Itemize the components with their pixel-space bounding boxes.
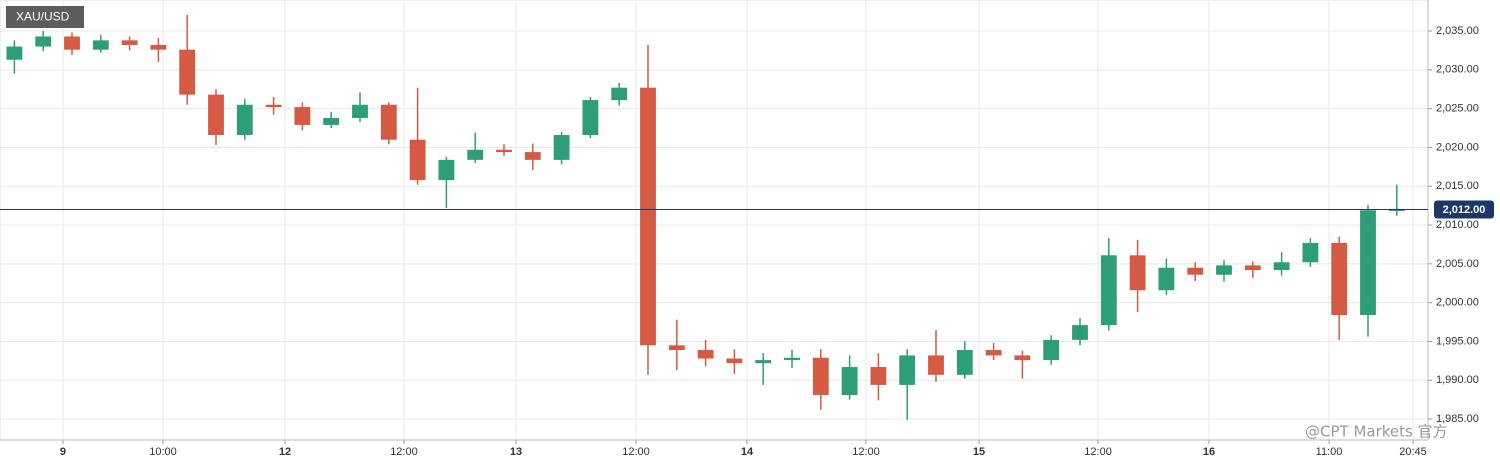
title-box [6,6,84,28]
x-tick-label: 12:00 [622,446,650,458]
current-price-label: 2,012.00 [1443,204,1486,216]
y-tick-label: 1,995.00 [1436,335,1479,347]
x-tick-label: 16 [1203,446,1215,458]
candle-body [409,139,426,181]
candle-body [1187,267,1204,275]
candle-body [1360,210,1376,316]
plot-area [0,0,1429,441]
candle-body [1072,325,1088,340]
candle-body [1388,209,1405,212]
candle-body [496,149,512,153]
candle-body [380,104,397,140]
candle-body [265,104,282,108]
x-tick-label: 11:00 [1316,446,1343,458]
current-price-box [1434,200,1494,219]
candle-body [438,159,455,181]
candle-body [35,36,52,47]
candle-body [899,355,916,385]
candle-body [6,46,23,60]
candle-body [179,49,196,95]
x-tick-label: 12:00 [390,446,418,458]
y-tick-label: 2,005.00 [1436,258,1479,270]
y-tick-label: 1,985.00 [1436,413,1479,425]
candle-body [755,360,772,364]
candle-body [928,355,944,375]
candle-body [323,117,340,125]
candle-body [1273,262,1290,271]
watermark: @CPT Markets 官方 [1305,423,1448,441]
candle-body [352,104,368,118]
candle-body [1043,339,1060,361]
grid [0,0,1428,440]
candle-body [467,149,484,160]
candle-body [668,345,685,350]
candle-body [1014,355,1031,361]
candle-body [1331,242,1348,316]
candle-body [726,358,743,364]
x-tick-label: 12:00 [852,446,880,458]
candle-body [697,349,714,359]
candle-body [524,152,541,160]
y-tick-label: 1,990.00 [1436,374,1479,386]
candle-body [1129,255,1146,291]
chart-title: XAU/USD [16,10,70,24]
candle-body [64,36,80,50]
candle-body [1158,267,1175,291]
candle-body [1216,265,1232,275]
candle-body [812,357,829,395]
y-tick-label: 2,000.00 [1436,297,1479,309]
x-tick-label: 10:00 [149,446,177,458]
candle-body [1244,265,1261,271]
x-tick-label: 12:00 [1084,446,1112,458]
candle-body [92,40,109,50]
x-tick-label: 20:45 [1399,446,1427,458]
y-tick-label: 2,010.00 [1436,219,1479,231]
x-tick-label: 12 [279,446,291,458]
candle-body [208,94,224,136]
candles [6,14,1405,420]
y-tick-label: 2,030.00 [1436,64,1479,76]
candle-body [870,367,887,385]
candle-body [236,104,253,136]
x-tick-label: 9 [60,446,66,458]
candle-body [150,45,167,50]
x-tick-label: 15 [973,446,985,458]
candle-body [611,87,628,101]
candle-body [582,100,599,136]
candle-body [1302,242,1319,263]
candle-body [784,357,800,361]
candle-body [956,349,973,375]
y-tick-label: 2,020.00 [1436,141,1479,153]
x-tick-label: 14 [741,446,754,458]
y-tick-label: 2,025.00 [1436,103,1479,115]
y-tick-label: 2,015.00 [1436,180,1479,192]
candle-body [841,367,858,395]
x-tick-label: 13 [510,446,522,458]
candle-body [553,135,570,160]
candle-body [294,107,311,125]
candle-body [985,349,1002,356]
candle-body [640,87,656,346]
candle-body [121,40,138,46]
y-tick-label: 2,035.00 [1436,25,1479,37]
candle-body [1100,255,1117,326]
